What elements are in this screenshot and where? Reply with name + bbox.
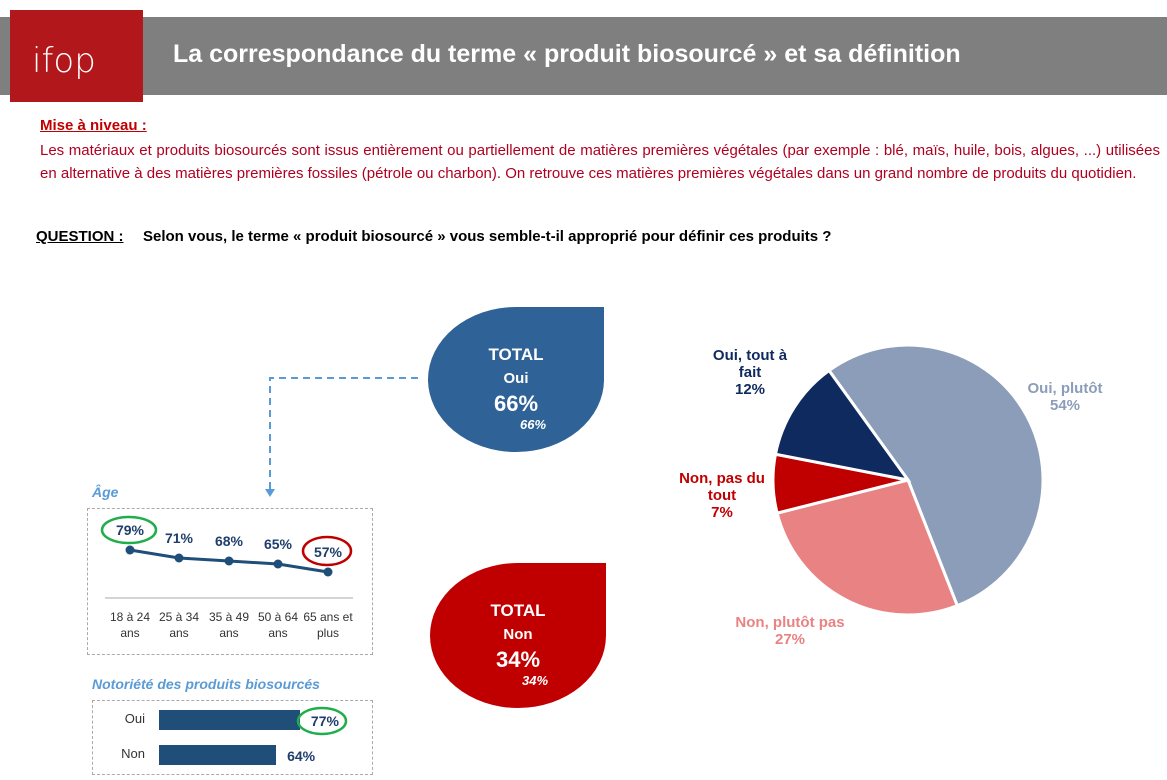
pie-chart xyxy=(771,343,1045,617)
question-text: Selon vous, le terme « produit biosourcé… xyxy=(143,228,832,245)
total-oui-sub: 66% xyxy=(520,417,547,432)
header-bar xyxy=(0,17,1167,95)
age-point xyxy=(174,553,184,563)
highlight-circle-notoriete xyxy=(296,706,348,736)
bar-value-label: 77% xyxy=(310,713,339,729)
age-value-label: 57% xyxy=(313,544,343,560)
bar-category-label: Oui xyxy=(124,711,145,726)
bar-oui xyxy=(159,710,300,730)
age-value-label: 79% xyxy=(115,522,145,538)
age-category-label: 65 ans et plus xyxy=(303,610,353,640)
svg-text:ifop: ifop xyxy=(32,41,96,81)
intro-text: Les matériaux et produits biosourcés son… xyxy=(40,142,1160,182)
age-value-label: 68% xyxy=(214,533,244,549)
intro-heading: Mise à niveau : xyxy=(40,117,147,134)
question-label: QUESTION : xyxy=(36,228,124,245)
bar-value-label: 64% xyxy=(287,748,316,764)
pie-label-non-plutot-pas: Non, plutôt pas 27% xyxy=(735,614,845,648)
age-point xyxy=(224,556,234,566)
ifop-logo: ifop xyxy=(10,10,143,102)
total-oui-title: TOTAL xyxy=(488,345,544,364)
age-point xyxy=(273,559,283,569)
total-oui-drop: TOTAL Oui 66% 66% xyxy=(428,307,604,452)
pie-label-oui-plutot: Oui, plutôt 54% xyxy=(1027,380,1103,414)
page-title: La correspondance du terme « produit bio… xyxy=(173,40,961,68)
age-point xyxy=(125,545,135,555)
total-oui-label: Oui xyxy=(503,370,529,387)
age-line-chart xyxy=(100,515,353,599)
highlight-circle-min xyxy=(301,535,353,567)
age-value-label: 65% xyxy=(263,536,293,552)
age-value-label: 71% xyxy=(164,530,194,546)
total-non-title: TOTAL xyxy=(490,601,546,620)
bar-non xyxy=(159,745,277,765)
bar-category-label: Non xyxy=(121,746,145,761)
age-title: Âge xyxy=(92,484,119,500)
pie-label-oui-tout-a-fait: Oui, tout à fait 12% xyxy=(712,347,788,398)
total-non-sub: 34% xyxy=(522,673,549,688)
pie-slice-oui-tout-a-fait xyxy=(773,368,912,483)
age-box xyxy=(87,508,373,655)
total-non-label: Non xyxy=(503,626,533,643)
pie-slice-oui-plutot xyxy=(826,343,1045,608)
pie-slice-non-plutot-pas xyxy=(775,478,960,617)
age-category-label: 25 à 34 ans xyxy=(158,610,200,640)
highlight-circle-max xyxy=(100,515,158,545)
total-non-value: 34% xyxy=(495,647,541,672)
age-category-label: 35 à 49 ans xyxy=(208,610,250,640)
total-oui-value: 66% xyxy=(493,391,539,416)
total-non-drop: TOTAL Non 34% 34% xyxy=(430,563,606,708)
age-point xyxy=(323,567,333,577)
notoriete-box xyxy=(92,700,373,775)
notoriete-title: Notoriété des produits biosourcés xyxy=(92,676,320,692)
age-category-label: 50 à 64 ans xyxy=(257,610,299,640)
pie-label-non-pas-du-tout: Non, pas du tout 7% xyxy=(679,470,765,521)
age-category-label: 18 à 24 ans xyxy=(109,610,151,640)
